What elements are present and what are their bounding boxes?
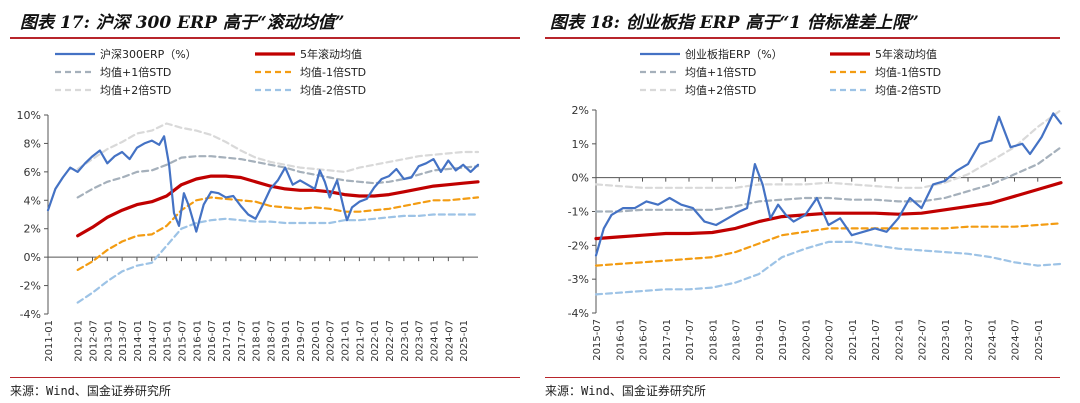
x-tick-label: 2019-01	[281, 320, 292, 362]
legend-label: 均值-1倍STD	[875, 65, 941, 79]
y-tick-label: 10%	[17, 109, 41, 122]
source-divider	[545, 377, 1060, 378]
series-line	[76, 196, 480, 271]
x-tick-label: 2012-07	[88, 320, 99, 362]
series-line	[594, 112, 1063, 257]
x-tick-label: 2016-07	[207, 320, 218, 362]
x-tick-label: 2024-07	[1011, 319, 1022, 361]
y-tick-label: 2%	[572, 104, 589, 117]
y-tick-label: -2%	[20, 280, 41, 293]
x-tick-label: 2017-07	[685, 319, 696, 361]
x-tick-label: 2017-01	[662, 319, 673, 361]
x-tick-label: 2023-01	[941, 319, 952, 361]
source-note: 来源：Wind、国金证券研究所	[545, 384, 706, 398]
x-tick-label: 2025-01	[1034, 319, 1045, 361]
x-tick-label: 2018-07	[266, 320, 277, 362]
title-divider	[10, 37, 520, 39]
x-tick-label: 2015-07	[177, 320, 188, 362]
series-line	[594, 108, 1063, 189]
legend-label: 均值-1倍STD	[300, 65, 366, 79]
hs300-erp-chart: -4% -2% 0% 2% 4% 6% 8% 10% 2011-01 2012-01 2012-07…	[17, 47, 480, 362]
x-tick-label: 2023-07	[415, 320, 426, 362]
legend-label: 创业板指ERP（%）	[685, 47, 783, 61]
x-tick-label: 2016-07	[639, 319, 650, 361]
chart-title: 图表 18: 创业板指 ERP 高于“1 倍标准差上限”	[550, 13, 919, 33]
x-tick-label: 2021-01	[341, 320, 352, 362]
x-tick-label: 2024-01	[987, 319, 998, 361]
series-line	[594, 240, 1063, 296]
x-tick-label: 2022-01	[370, 320, 381, 362]
x-tick-label: 2016-01	[192, 320, 203, 362]
x-tick-label: 2025-01	[459, 320, 470, 362]
legend-label: 均值+2倍STD	[685, 83, 756, 97]
y-tick-label: 4%	[24, 194, 41, 207]
chart-panel-chinext: 图表 18: 创业板指 ERP 高于“1 倍标准差上限” -4% -3% -2% -1…	[540, 0, 1080, 403]
y-tick-label: -3%	[568, 273, 589, 286]
legend-label: 均值+1倍STD	[685, 65, 756, 79]
x-tick-label: 2022-01	[894, 319, 905, 361]
legend-label: 均值-2倍STD	[875, 83, 941, 97]
series-line	[594, 146, 1063, 213]
x-tick-label: 2021-07	[871, 319, 882, 361]
x-tick-label: 2014-01	[133, 320, 144, 362]
x-tick-label: 2015-01	[163, 320, 174, 362]
x-tick-label: 2013-07	[118, 320, 129, 362]
x-tick-label: 2020-01	[801, 319, 812, 361]
chart-title: 图表 17: 沪深 300 ERP 高于“滚动均值”	[20, 13, 345, 33]
series-line	[76, 213, 480, 304]
x-tick-label: 2019-07	[296, 320, 307, 362]
source-divider	[10, 377, 520, 378]
x-tick-label: 2017-07	[237, 320, 248, 362]
y-tick-label: 0%	[24, 251, 41, 264]
x-tick-label: 2022-07	[918, 319, 929, 361]
x-tick-label: 2018-01	[252, 320, 263, 362]
x-tick-label: 2012-01	[74, 320, 85, 362]
x-tick-label: 2017-01	[222, 320, 233, 362]
y-tick-label: -4%	[568, 307, 589, 320]
legend-label: 均值+2倍STD	[100, 83, 171, 97]
series-line	[594, 222, 1063, 267]
x-tick-label: 2023-07	[964, 319, 975, 361]
legend-label: 均值+1倍STD	[100, 65, 171, 79]
y-tick-label: 6%	[24, 166, 41, 179]
x-tick-label: 2021-07	[355, 320, 366, 362]
chinext-erp-chart: -4% -3% -2% -1% 0% 1% 2% 2015-07 2016-01 2016-07 2…	[568, 47, 1063, 361]
title-divider	[545, 37, 1060, 39]
y-tick-label: -1%	[568, 206, 589, 219]
x-tick-label: 2011-01	[44, 320, 55, 362]
legend-label: 5年滚动均值	[300, 47, 362, 61]
x-tick-label: 2020-07	[825, 319, 836, 361]
x-tick-label: 2020-07	[326, 320, 337, 362]
y-tick-label: 2%	[24, 223, 41, 236]
legend-label: 沪深300ERP（%）	[100, 47, 197, 61]
series-line	[594, 181, 1063, 241]
x-tick-label: 2019-01	[755, 319, 766, 361]
x-tick-label: 2019-07	[778, 319, 789, 361]
legend-label: 5年滚动均值	[875, 47, 937, 61]
x-tick-label: 2023-01	[400, 320, 411, 362]
x-tick-label: 2014-07	[148, 320, 159, 362]
series-line	[46, 135, 480, 233]
x-tick-label: 2024-01	[430, 320, 441, 362]
y-tick-label: 1%	[572, 138, 589, 151]
y-tick-label: -2%	[568, 239, 589, 252]
y-tick-label: 0%	[572, 172, 589, 185]
x-tick-label: 2016-01	[615, 319, 626, 361]
x-tick-label: 2018-07	[732, 319, 743, 361]
x-tick-label: 2022-07	[385, 320, 396, 362]
y-tick-label: 8%	[24, 137, 41, 150]
legend-label: 均值-2倍STD	[300, 83, 366, 97]
y-tick-label: -4%	[20, 308, 41, 321]
source-note: 来源：Wind、国金证券研究所	[10, 384, 171, 398]
series-line	[76, 122, 480, 173]
series-line	[76, 174, 480, 238]
x-tick-label: 2024-07	[444, 320, 455, 362]
x-tick-label: 2015-07	[592, 319, 603, 361]
x-tick-label: 2021-01	[848, 319, 859, 361]
x-tick-label: 2013-01	[103, 320, 114, 362]
x-tick-label: 2018-01	[708, 319, 719, 361]
x-tick-label: 2020-01	[311, 320, 322, 362]
chart-panel-hs300: 图表 17: 沪深 300 ERP 高于“滚动均值” -4% -2% 0% 2% 4% 6…	[10, 13, 520, 398]
